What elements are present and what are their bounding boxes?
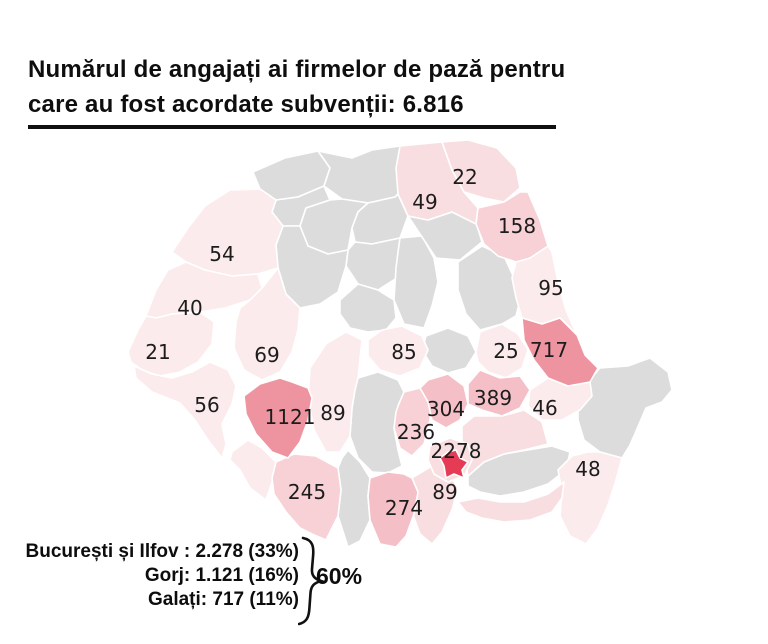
- map-region-nodata: [339, 283, 397, 333]
- map-region-nodata: [337, 449, 371, 548]
- map-region-2278: [439, 449, 469, 479]
- region-value-label: 717: [529, 338, 569, 362]
- region-value-label: 245: [287, 480, 327, 504]
- region-value-label: 49: [412, 190, 438, 214]
- region-value-label: 46: [532, 396, 558, 420]
- legend-line: București și Ilfov : 2.278 (33%): [25, 541, 300, 562]
- chart-title: Numărul de angajați ai firmelor de pază …: [28, 52, 668, 122]
- region-value-label: 274: [384, 496, 424, 520]
- region-value-label: 85: [391, 340, 417, 364]
- region-value-label: 89: [320, 401, 346, 425]
- map-region-274: [367, 471, 419, 548]
- map-region-389: [467, 369, 531, 417]
- map-region-89a: [307, 331, 363, 453]
- map-region-717: [521, 317, 599, 387]
- map-region-nodata: [393, 235, 439, 329]
- region-value-label: 21: [145, 340, 171, 364]
- map-region-25: [475, 323, 529, 379]
- total-share-label: 60%: [316, 563, 363, 589]
- map-region-236: [393, 387, 433, 457]
- map-region-1121: [243, 377, 313, 459]
- curly-brace-icon: [297, 534, 340, 628]
- region-value-label: 1121: [264, 405, 316, 429]
- legend-line: Gorj: 1.121 (16%): [144, 565, 299, 586]
- region-value-label: 389: [473, 386, 513, 410]
- map-region-158: [475, 191, 549, 263]
- map-region-304: [419, 373, 469, 429]
- region-value-label: 2278: [430, 439, 482, 463]
- region-value-label: 69: [254, 343, 280, 367]
- top-contributors-legend: București și Ilfov : 2.278 (33%) Gorj: 1…: [0, 540, 300, 612]
- chart-title-line1: Numărul de angajați ai firmelor de pază …: [28, 56, 566, 83]
- map-region-22: [441, 139, 521, 203]
- chart-title-line2: care au fost acordate subvenții: 6.816: [28, 91, 464, 118]
- title-underline: [28, 125, 556, 129]
- map-region-56: [133, 361, 237, 459]
- map-region-85: [367, 325, 429, 377]
- map-region-nodata: [577, 357, 673, 459]
- map-region-245: [271, 453, 342, 541]
- map-region-69: [233, 267, 301, 381]
- region-value-label: 236: [396, 420, 436, 444]
- region-value-label: 54: [209, 242, 235, 266]
- region-value-label: 56: [194, 393, 220, 417]
- region-value-label: 25: [493, 339, 519, 363]
- region-value-label: 48: [575, 457, 601, 481]
- legend-line: Galați: 717 (11%): [147, 589, 299, 610]
- region-value-label: 95: [538, 276, 564, 300]
- region-value-label: 89: [432, 480, 458, 504]
- region-value-label: 40: [177, 296, 203, 320]
- map-region-nolabel: [457, 481, 565, 523]
- region-value-label: 158: [497, 214, 537, 238]
- region-value-label: 22: [452, 165, 478, 189]
- map-region-48: [557, 451, 623, 545]
- map-region-nolabel: [229, 439, 277, 501]
- region-value-label: 304: [426, 397, 466, 421]
- map-region-nodata: [421, 327, 477, 374]
